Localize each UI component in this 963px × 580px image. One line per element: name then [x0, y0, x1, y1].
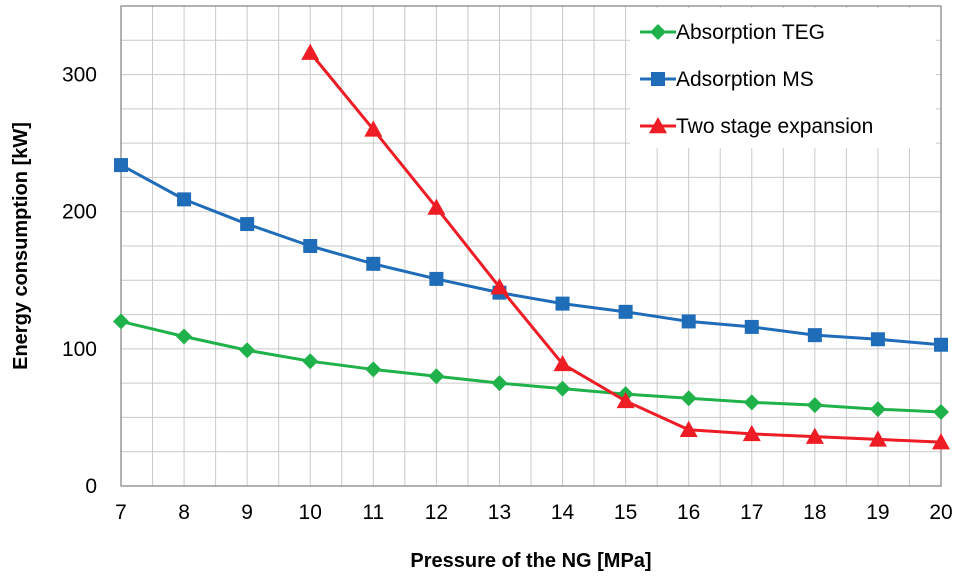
- data-point: [301, 43, 320, 60]
- series-adsorption-ms: [114, 158, 948, 352]
- data-point: [177, 192, 192, 207]
- x-tick-label: 17: [740, 501, 763, 524]
- x-axis-title: Pressure of the NG [MPa]: [410, 550, 651, 572]
- x-tick-label: 14: [551, 501, 575, 524]
- legend-item: Two stage expansion: [640, 115, 873, 138]
- x-tick-label: 20: [929, 501, 952, 524]
- data-point: [239, 342, 256, 359]
- data-point: [933, 403, 949, 420]
- x-tick-label: 12: [425, 501, 448, 524]
- legend-box: [630, 8, 936, 148]
- legend-item: Adsorption MS: [640, 68, 814, 91]
- data-point: [932, 433, 950, 450]
- data-point: [553, 354, 572, 372]
- legend-item: Absorption TEG: [640, 21, 825, 44]
- legend-label: Absorption TEG: [676, 21, 825, 44]
- x-tick-label: 11: [362, 501, 384, 524]
- data-point: [429, 271, 444, 286]
- data-point: [240, 217, 255, 232]
- data-point: [366, 256, 381, 271]
- legend-marker: [651, 72, 665, 86]
- y-tick-label: 0: [85, 475, 97, 498]
- data-point: [176, 328, 193, 345]
- legend-label: Adsorption MS: [676, 68, 814, 91]
- y-tick-label: 300: [62, 64, 97, 87]
- data-point: [364, 120, 383, 137]
- data-point: [365, 361, 382, 378]
- data-point: [616, 391, 635, 409]
- legend-marker: [649, 117, 667, 134]
- data-point: [554, 380, 571, 397]
- data-point: [934, 337, 948, 352]
- data-point: [868, 430, 887, 447]
- x-tick-label: 16: [677, 501, 700, 524]
- data-point: [303, 239, 318, 253]
- plot-area-frame: [120, 5, 942, 487]
- x-tick-label: 9: [241, 501, 253, 524]
- data-point: [114, 158, 128, 173]
- data-point: [555, 296, 570, 311]
- y-tick-label: 200: [62, 201, 97, 224]
- x-tick-label: 15: [614, 501, 637, 524]
- x-tick-labels: 7 8 9 10 11 12 13 14 15 16 17 18 19 20: [115, 501, 953, 524]
- data-point: [742, 424, 761, 442]
- data-point: [491, 375, 508, 392]
- data-point: [302, 353, 319, 370]
- data-point: [807, 328, 822, 343]
- data-point: [618, 304, 633, 319]
- x-tick-label: 7: [115, 501, 127, 524]
- data-point: [113, 313, 129, 330]
- y-tick-label: 100: [62, 338, 97, 361]
- x-tick-label: 10: [299, 501, 322, 524]
- series-layer: [113, 43, 950, 450]
- series-absorption-teg: [113, 313, 949, 420]
- data-point: [679, 420, 698, 437]
- legend: Absorption TEG Adsorption MS Two stage exp…: [630, 8, 936, 148]
- x-tick-label: 13: [488, 501, 511, 524]
- data-point: [427, 198, 446, 215]
- data-point: [680, 390, 697, 407]
- x-tick-label: 18: [803, 501, 826, 524]
- series-two-stage-expansion: [301, 43, 950, 450]
- legend-marker: [650, 24, 666, 40]
- data-point: [490, 278, 509, 295]
- data-point: [681, 314, 696, 329]
- x-tick-label: 8: [178, 501, 190, 524]
- series-line: [120, 319, 942, 414]
- legend-label: Two stage expansion: [676, 115, 873, 138]
- y-tick-labels: 0 100 200 300: [62, 64, 97, 498]
- data-point: [870, 332, 885, 347]
- data-point: [869, 401, 886, 418]
- data-point: [805, 427, 824, 444]
- data-point: [428, 368, 445, 385]
- x-tick-label: 19: [866, 501, 889, 524]
- data-point: [743, 394, 760, 411]
- data-point: [744, 319, 759, 334]
- data-point: [806, 397, 823, 414]
- y-axis-title: Energy consumption [kW]: [10, 122, 32, 370]
- series-line: [120, 163, 942, 347]
